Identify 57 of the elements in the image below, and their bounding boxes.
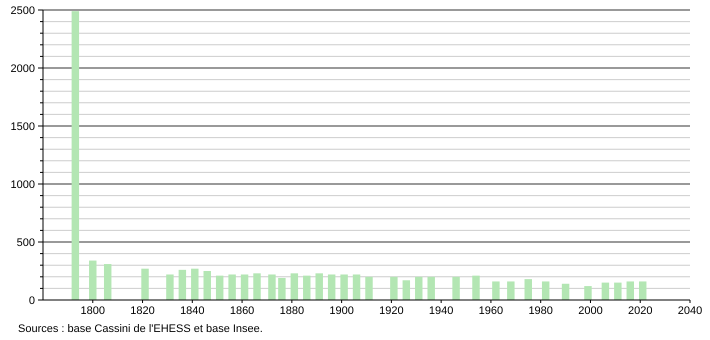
bar bbox=[365, 276, 373, 300]
x-tick-label: 2040 bbox=[678, 305, 702, 317]
bar bbox=[303, 276, 311, 300]
bar bbox=[278, 278, 286, 300]
bar bbox=[72, 11, 80, 300]
bar bbox=[191, 268, 199, 300]
bar bbox=[472, 276, 480, 300]
bar bbox=[204, 271, 211, 300]
bar bbox=[492, 281, 500, 300]
bar bbox=[524, 279, 532, 300]
y-tick-label: 0 bbox=[28, 294, 35, 307]
bar bbox=[141, 268, 149, 300]
x-tick-label: 1860 bbox=[230, 305, 254, 317]
bar bbox=[328, 274, 336, 300]
bar bbox=[452, 276, 460, 300]
bar bbox=[166, 274, 174, 300]
x-tick-label: 1800 bbox=[80, 305, 106, 317]
y-tick-label: 2000 bbox=[10, 62, 35, 75]
bar bbox=[415, 276, 422, 300]
x-tick-label: 1960 bbox=[478, 305, 504, 317]
x-tick-label: 1880 bbox=[280, 305, 304, 317]
bar bbox=[352, 274, 360, 300]
bar bbox=[614, 282, 622, 300]
bar bbox=[89, 260, 96, 300]
bar bbox=[390, 276, 398, 300]
bar bbox=[562, 284, 570, 300]
x-tick-label: 1840 bbox=[180, 305, 205, 317]
x-tick-label: 1980 bbox=[528, 305, 553, 317]
x-tick-label: 1900 bbox=[329, 305, 354, 317]
bar bbox=[228, 274, 236, 300]
y-tick-label: 500 bbox=[16, 236, 35, 249]
bar bbox=[268, 274, 276, 300]
bar bbox=[253, 273, 261, 300]
bar bbox=[216, 276, 224, 300]
bar bbox=[427, 276, 435, 300]
bar bbox=[507, 281, 515, 300]
bar bbox=[104, 264, 112, 300]
y-tick-label: 1500 bbox=[10, 120, 35, 133]
y-tick-label: 2500 bbox=[10, 4, 35, 17]
x-tick-label: 1920 bbox=[379, 305, 404, 317]
bar bbox=[178, 270, 186, 300]
x-tick-label: 2000 bbox=[578, 305, 603, 317]
x-tick-label: 1820 bbox=[130, 305, 155, 317]
bar bbox=[626, 281, 634, 300]
bar bbox=[638, 281, 646, 300]
source-note: Sources : base Cassini de l'EHESS et base Insee. bbox=[18, 323, 263, 335]
bar bbox=[542, 281, 550, 300]
bar bbox=[315, 273, 323, 300]
bar bbox=[402, 280, 410, 300]
bar bbox=[340, 274, 348, 300]
bar bbox=[584, 286, 592, 300]
bar bbox=[290, 273, 298, 300]
bar bbox=[602, 282, 610, 300]
x-tick-label: 2020 bbox=[628, 305, 652, 317]
y-tick-label: 1000 bbox=[10, 178, 35, 191]
x-tick-label: 1940 bbox=[428, 305, 454, 317]
bar bbox=[240, 274, 248, 300]
